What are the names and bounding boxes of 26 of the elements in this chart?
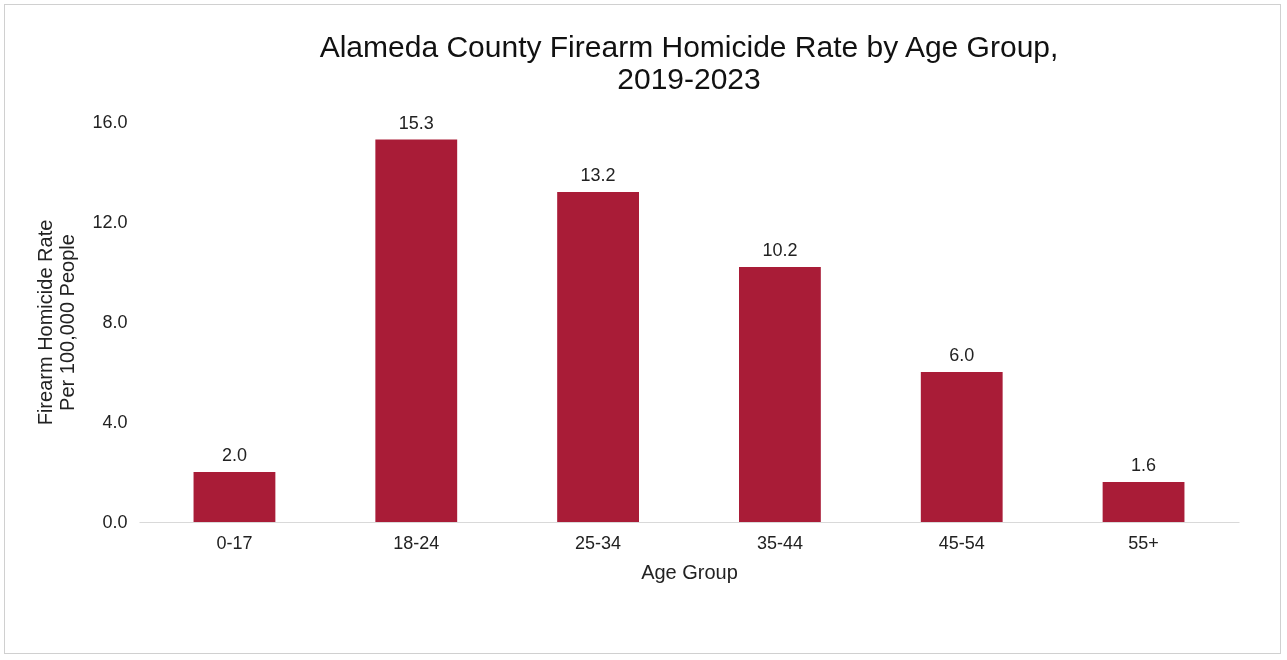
bar [1102,482,1185,522]
x-tick-label: 0-17 [216,532,253,553]
x-tick-label: 35-44 [756,532,803,553]
data-label: 15.3 [398,112,434,133]
y-tick-label: 8.0 [102,311,128,332]
bar [920,372,1003,522]
y-tick-label: 16.0 [92,111,128,132]
y-tick-label: 0.0 [102,511,128,532]
data-label: 6.0 [949,345,975,365]
data-label: 10.2 [762,240,798,260]
x-axis-title: Age Group [641,560,738,583]
data-label: 13.2 [580,165,616,185]
y-tick-label: 12.0 [92,211,128,232]
x-tick-label: 45-54 [938,532,985,553]
bar [375,139,458,522]
bar [739,267,821,522]
bar [193,472,276,522]
x-tick-label: 55+ [1128,532,1159,553]
y-axis-title: Firearm Homicide Rate Per 100,000 People [34,219,79,426]
data-label: 2.0 [221,445,247,465]
chart-title: Alameda County Firearm Homicide Rate by Age Group, 2019-2023 [319,30,1059,95]
data-label: 1.6 [1131,455,1157,475]
y-tick-label: 4.0 [102,411,128,432]
x-tick-label: 18-24 [393,532,440,553]
x-tick-label: 25-34 [575,532,622,553]
bar [557,192,639,522]
